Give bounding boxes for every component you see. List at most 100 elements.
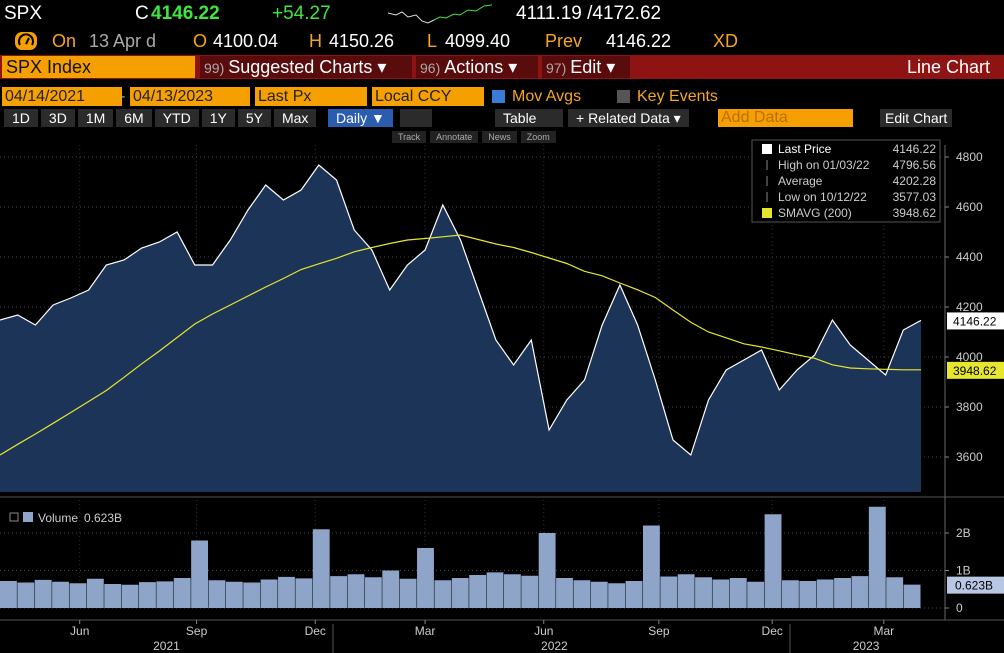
x-tick-label: Jun — [534, 624, 553, 638]
tool-button[interactable]: Zoom — [520, 131, 556, 143]
period-button[interactable]: 1Y — [201, 109, 235, 127]
volume-bar — [903, 584, 921, 608]
volume-bar — [243, 582, 261, 608]
volume-bar — [139, 582, 156, 608]
x-tick-label: Sep — [648, 624, 670, 638]
tool-button[interactable]: News — [482, 131, 517, 143]
volume-bar — [469, 575, 487, 608]
add-data-input[interactable]: Add Data — [718, 109, 853, 127]
volume-bar — [799, 581, 817, 608]
volume-bar — [121, 584, 139, 608]
volume-bar — [729, 578, 747, 608]
volume-legend-label: Volume — [38, 511, 78, 525]
period-button[interactable]: 6M — [116, 109, 152, 127]
field[interactable]: Last Px — [255, 87, 367, 106]
currency[interactable]: Local CCY — [372, 87, 484, 106]
period-button[interactable]: Max — [273, 109, 317, 127]
volume-bar — [330, 576, 348, 608]
volume-bar — [312, 529, 330, 608]
legend-value: 4796.56 — [893, 158, 937, 172]
volume-legend-swatch — [23, 512, 33, 522]
year-label: 2022 — [541, 639, 568, 653]
end-date[interactable]: 04/13/2023 — [130, 87, 250, 106]
clock-icon — [15, 32, 37, 50]
menu-code: 97) — [546, 60, 567, 76]
period-button[interactable]: 5Y — [237, 109, 271, 127]
chart-style[interactable] — [400, 109, 432, 127]
year-label: 2021 — [153, 639, 180, 653]
volume-legend-toggle[interactable] — [9, 512, 19, 522]
volume-bar — [347, 574, 365, 608]
menu-label: Edit ▾ — [570, 57, 616, 77]
menu-bar: SPX Index 99) Suggested Charts ▾ 96) Actio… — [0, 55, 1004, 79]
mov-avgs-checkbox[interactable] — [492, 90, 505, 103]
volume-bar — [747, 581, 765, 608]
volume-bar — [260, 579, 278, 608]
volume-bar — [834, 578, 851, 608]
last-value-label: 3948.62 — [953, 364, 997, 378]
sparkline — [388, 4, 492, 24]
volume-bar — [69, 583, 87, 608]
quote-row: SPX C 4146.22 +54.27 4111.19 /4172.62 — [0, 0, 1004, 28]
volume-bar — [521, 575, 539, 608]
x-tick-label: Sep — [186, 624, 208, 638]
ohlc-row: On 13 Apr d O 4100.04 H 4150.26 L 4099.4… — [0, 28, 1004, 54]
date-dash: - — [120, 87, 126, 105]
legend-swatch — [762, 144, 772, 154]
menu-item[interactable]: 99) Suggested Charts ▾ — [200, 56, 412, 78]
table-button[interactable]: Table — [495, 109, 563, 127]
x-tick-label: Mar — [415, 624, 436, 638]
close-label: C — [135, 3, 149, 24]
price-area — [0, 165, 921, 492]
volume-bar — [225, 581, 243, 608]
menu-item[interactable]: 96) Actions ▾ — [416, 56, 538, 78]
volume-bar — [295, 578, 313, 608]
volume-bar — [851, 576, 869, 608]
volume-bar — [695, 577, 712, 608]
legend-value: 4146.22 — [893, 142, 937, 156]
y-tick-label: 0 — [956, 601, 963, 615]
y-tick-label: 4600 — [956, 200, 983, 214]
volume-bar — [781, 580, 799, 608]
settings-row: 04/14/2021 - 04/13/2023 Last Px Local CC… — [0, 86, 1004, 107]
tool-button[interactable]: Annotate — [430, 131, 479, 143]
legend-box — [751, 139, 941, 223]
volume-bar — [52, 581, 70, 608]
volume-bar — [156, 581, 174, 608]
volume-bar — [642, 525, 660, 608]
open-label: O — [193, 30, 208, 51]
low: 4099.40 — [445, 30, 511, 51]
period-button[interactable]: 1D — [4, 109, 38, 127]
volume-bar — [503, 574, 521, 608]
volume-bar — [660, 576, 678, 608]
volume-bar — [86, 578, 104, 608]
menu-item[interactable]: 97) Edit ▾ — [542, 56, 630, 78]
period-button[interactable]: 1M — [77, 109, 114, 127]
legend-label: High on 01/03/22 — [778, 158, 870, 172]
related-data[interactable]: + Related Data ▾ — [568, 109, 689, 127]
edit-chart[interactable]: Edit Chart — [880, 109, 953, 127]
volume-bar — [486, 572, 504, 608]
period-button[interactable]: YTD — [154, 109, 199, 127]
y-tick-label: 4800 — [956, 150, 983, 164]
frequency[interactable]: Daily ▼ — [328, 109, 393, 127]
open: 4100.04 — [213, 30, 279, 51]
legend-label: Low on 10/12/22 — [778, 190, 867, 204]
security-field[interactable]: SPX Index — [2, 56, 195, 78]
last-value-label: 4146.22 — [953, 314, 997, 328]
x-tick-label: Dec — [305, 624, 326, 638]
volume-bar — [417, 548, 434, 608]
menu-label: Suggested Charts ▾ — [228, 57, 387, 77]
key-events-checkbox[interactable] — [617, 90, 630, 103]
volume-legend-value: 0.623B — [84, 511, 122, 525]
sparkline-past — [388, 11, 435, 24]
start-date[interactable]: 04/14/2021 — [2, 87, 122, 106]
toolbar: 1D 3D 1M 6M YTD 1Y 5Y Max Daily ▼ Table + Relat… — [0, 108, 1004, 128]
legend-label: SMAVG (200) — [778, 206, 852, 220]
volume-tag-label: 0.623B — [955, 579, 993, 593]
tool-button[interactable]: Track — [392, 131, 427, 143]
x-tick-label: Jun — [70, 624, 89, 638]
period-button[interactable]: 3D — [40, 109, 75, 127]
xd: XD — [713, 30, 739, 51]
